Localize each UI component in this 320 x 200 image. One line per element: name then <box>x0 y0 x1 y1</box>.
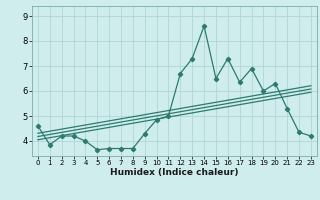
X-axis label: Humidex (Indice chaleur): Humidex (Indice chaleur) <box>110 168 239 177</box>
